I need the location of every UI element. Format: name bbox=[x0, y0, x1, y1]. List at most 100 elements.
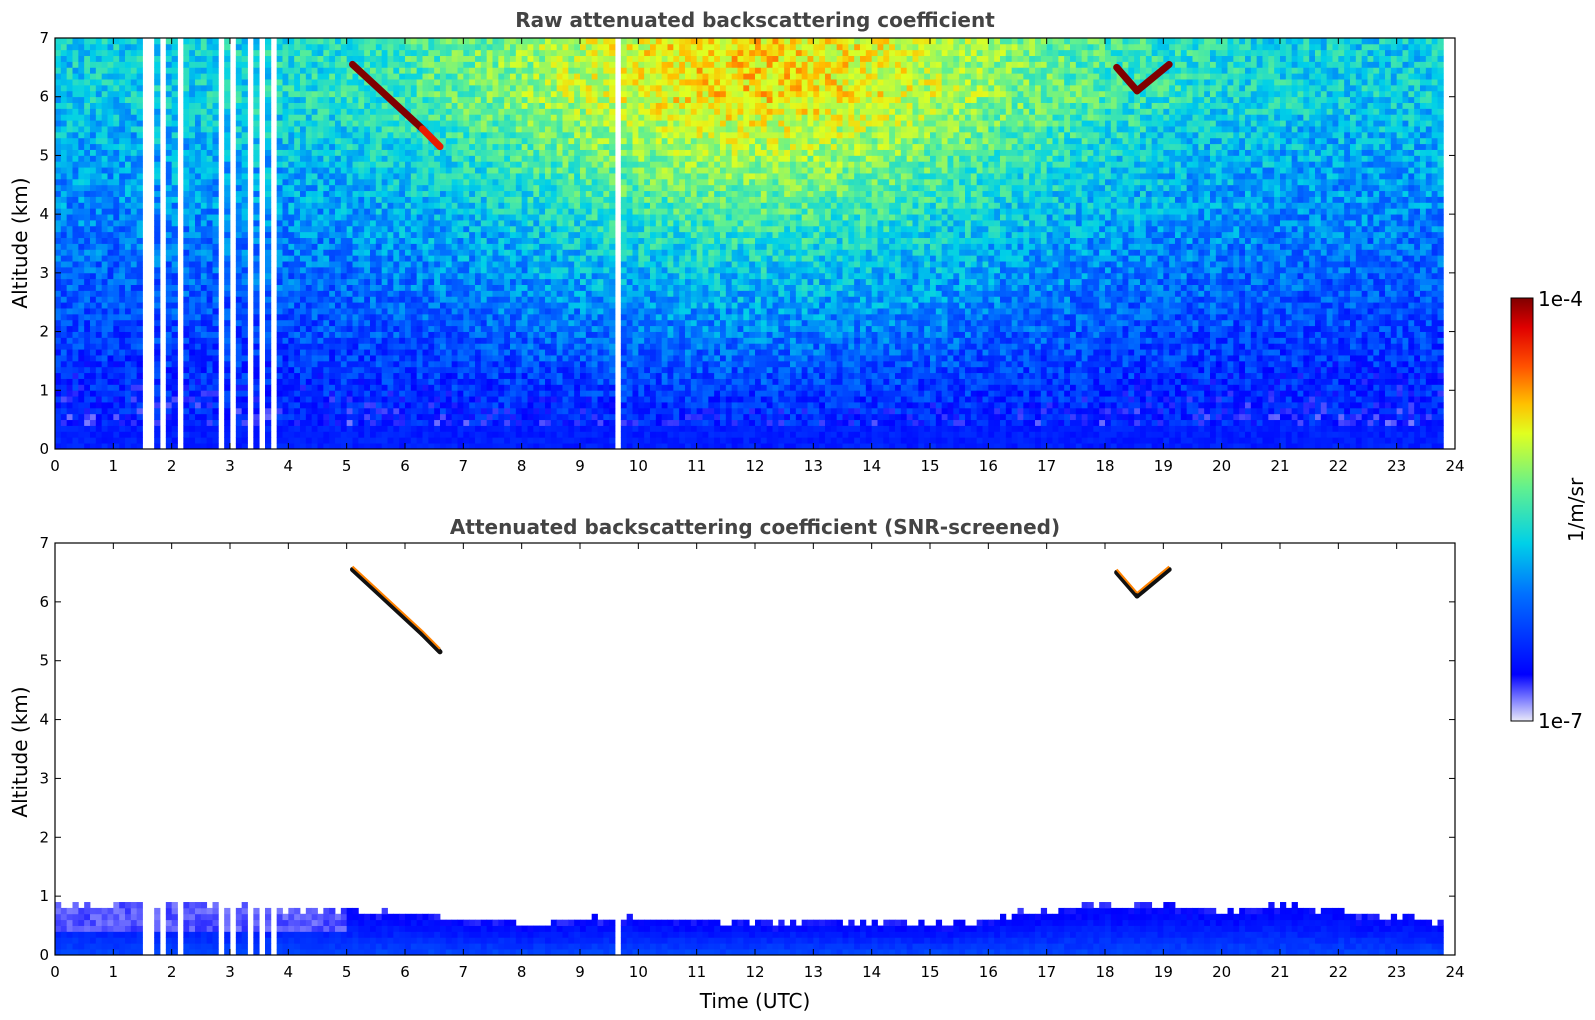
raw-heatmap-cell bbox=[212, 90, 219, 98]
raw-heatmap-cell bbox=[276, 243, 283, 250]
raw-heatmap-cell bbox=[469, 290, 476, 297]
raw-heatmap-cell bbox=[393, 266, 400, 274]
raw-heatmap-cell bbox=[375, 38, 383, 45]
raw-heatmap-cell bbox=[393, 155, 400, 162]
raw-heatmap-cell bbox=[475, 319, 482, 327]
raw-heatmap-cell bbox=[340, 378, 348, 385]
raw-heatmap-cell bbox=[405, 73, 412, 80]
raw-heatmap-cell bbox=[107, 196, 114, 203]
raw-heatmap-cell bbox=[387, 402, 394, 409]
raw-heatmap-cell bbox=[113, 302, 120, 309]
raw-heatmap-cell bbox=[130, 61, 138, 68]
raw-heatmap-cell bbox=[358, 413, 365, 421]
raw-heatmap-cell bbox=[410, 261, 418, 268]
raw-heatmap-cell bbox=[136, 243, 143, 250]
raw-heatmap-cell bbox=[84, 278, 91, 285]
raw-heatmap-cell bbox=[340, 249, 348, 256]
raw-heatmap-cell bbox=[486, 108, 493, 115]
raw-heatmap-cell bbox=[422, 220, 429, 227]
raw-heatmap-cell bbox=[469, 443, 476, 450]
raw-heatmap-cell bbox=[352, 378, 359, 385]
raw-heatmap-cell bbox=[492, 137, 499, 145]
raw-heatmap-cell bbox=[451, 337, 458, 344]
raw-heatmap-cell bbox=[241, 214, 248, 221]
raw-heatmap-cell bbox=[78, 120, 85, 127]
raw-heatmap-cell bbox=[66, 208, 73, 215]
raw-heatmap-cell bbox=[463, 231, 470, 239]
raw-heatmap-cell bbox=[399, 413, 406, 421]
raw-heatmap-cell bbox=[486, 255, 493, 262]
raw-heatmap-cell bbox=[410, 278, 418, 285]
raw-heatmap-cell bbox=[451, 255, 458, 262]
raw-heatmap-cell bbox=[463, 319, 470, 327]
raw-heatmap-cell bbox=[224, 220, 231, 227]
raw-heatmap-cell bbox=[346, 225, 353, 233]
raw-heatmap-cell bbox=[101, 102, 108, 109]
raw-heatmap-cell bbox=[340, 114, 348, 121]
raw-heatmap-cell bbox=[358, 266, 365, 274]
raw-heatmap-cell bbox=[329, 384, 336, 391]
raw-heatmap-cell bbox=[387, 278, 394, 285]
raw-heatmap-cell bbox=[165, 384, 173, 391]
raw-heatmap-cell bbox=[358, 425, 365, 432]
raw-heatmap-cell bbox=[428, 290, 435, 297]
raw-heatmap-cell bbox=[352, 431, 359, 438]
raw-heatmap-cell bbox=[288, 120, 295, 127]
raw-heatmap-cell bbox=[276, 184, 283, 192]
raw-heatmap-cell bbox=[370, 196, 377, 203]
raw-heatmap-cell bbox=[399, 126, 406, 133]
raw-heatmap-cell bbox=[440, 366, 447, 374]
raw-heatmap-cell bbox=[305, 325, 313, 332]
raw-heatmap-cell bbox=[440, 261, 447, 268]
raw-heatmap-cell bbox=[457, 372, 464, 379]
raw-heatmap-cell bbox=[224, 61, 231, 68]
raw-heatmap-cell bbox=[195, 202, 202, 209]
raw-heatmap-cell bbox=[206, 155, 213, 162]
raw-heatmap-cell bbox=[323, 431, 330, 438]
raw-heatmap-cell bbox=[224, 102, 231, 109]
raw-heatmap-cell bbox=[370, 143, 377, 150]
raw-heatmap-cell bbox=[370, 237, 377, 244]
raw-heatmap-cell bbox=[165, 308, 173, 315]
raw-heatmap-cell bbox=[66, 43, 73, 51]
raw-heatmap-cell bbox=[55, 278, 62, 285]
raw-heatmap-cell bbox=[206, 126, 213, 133]
raw-heatmap-cell bbox=[405, 161, 412, 168]
raw-heatmap-cell bbox=[504, 407, 511, 415]
raw-heatmap-cell bbox=[375, 290, 383, 297]
raw-heatmap-cell bbox=[288, 196, 295, 203]
raw-heatmap-cell bbox=[294, 419, 301, 426]
raw-heatmap-cell bbox=[387, 178, 394, 186]
raw-heatmap-cell bbox=[416, 390, 423, 397]
raw-heatmap-cell bbox=[515, 38, 523, 45]
raw-heatmap-cell bbox=[311, 61, 318, 68]
raw-heatmap-cell bbox=[200, 255, 208, 262]
raw-heatmap-cell bbox=[78, 73, 85, 80]
raw-heatmap-cell bbox=[387, 38, 394, 45]
raw-heatmap-cell bbox=[510, 231, 517, 239]
raw-heatmap-cell bbox=[323, 167, 330, 174]
raw-heatmap-cell bbox=[200, 73, 208, 80]
raw-heatmap-cell bbox=[107, 419, 114, 426]
raw-heatmap-cell bbox=[253, 331, 260, 338]
raw-heatmap-cell bbox=[399, 249, 406, 256]
raw-heatmap-cell bbox=[428, 102, 435, 109]
raw-heatmap-cell bbox=[55, 131, 62, 139]
raw-heatmap-cell bbox=[235, 49, 243, 57]
raw-heatmap-cell bbox=[171, 237, 178, 244]
raw-heatmap-cell bbox=[486, 126, 493, 133]
raw-heatmap-cell bbox=[510, 120, 517, 127]
raw-heatmap-cell bbox=[130, 161, 138, 168]
raw-heatmap-cell bbox=[340, 155, 348, 162]
raw-heatmap-cell bbox=[305, 372, 313, 379]
raw-heatmap-cell bbox=[72, 184, 79, 192]
raw-heatmap-cell bbox=[393, 184, 400, 192]
raw-heatmap-cell bbox=[510, 325, 517, 332]
raw-heatmap-cell bbox=[521, 443, 528, 450]
raw-heatmap-cell bbox=[66, 290, 73, 297]
raw-heatmap-cell bbox=[381, 102, 388, 109]
raw-heatmap-cell bbox=[206, 325, 213, 332]
raw-heatmap-cell bbox=[381, 343, 388, 350]
raw-heatmap-cell bbox=[515, 360, 523, 368]
raw-heatmap-cell bbox=[399, 261, 406, 268]
